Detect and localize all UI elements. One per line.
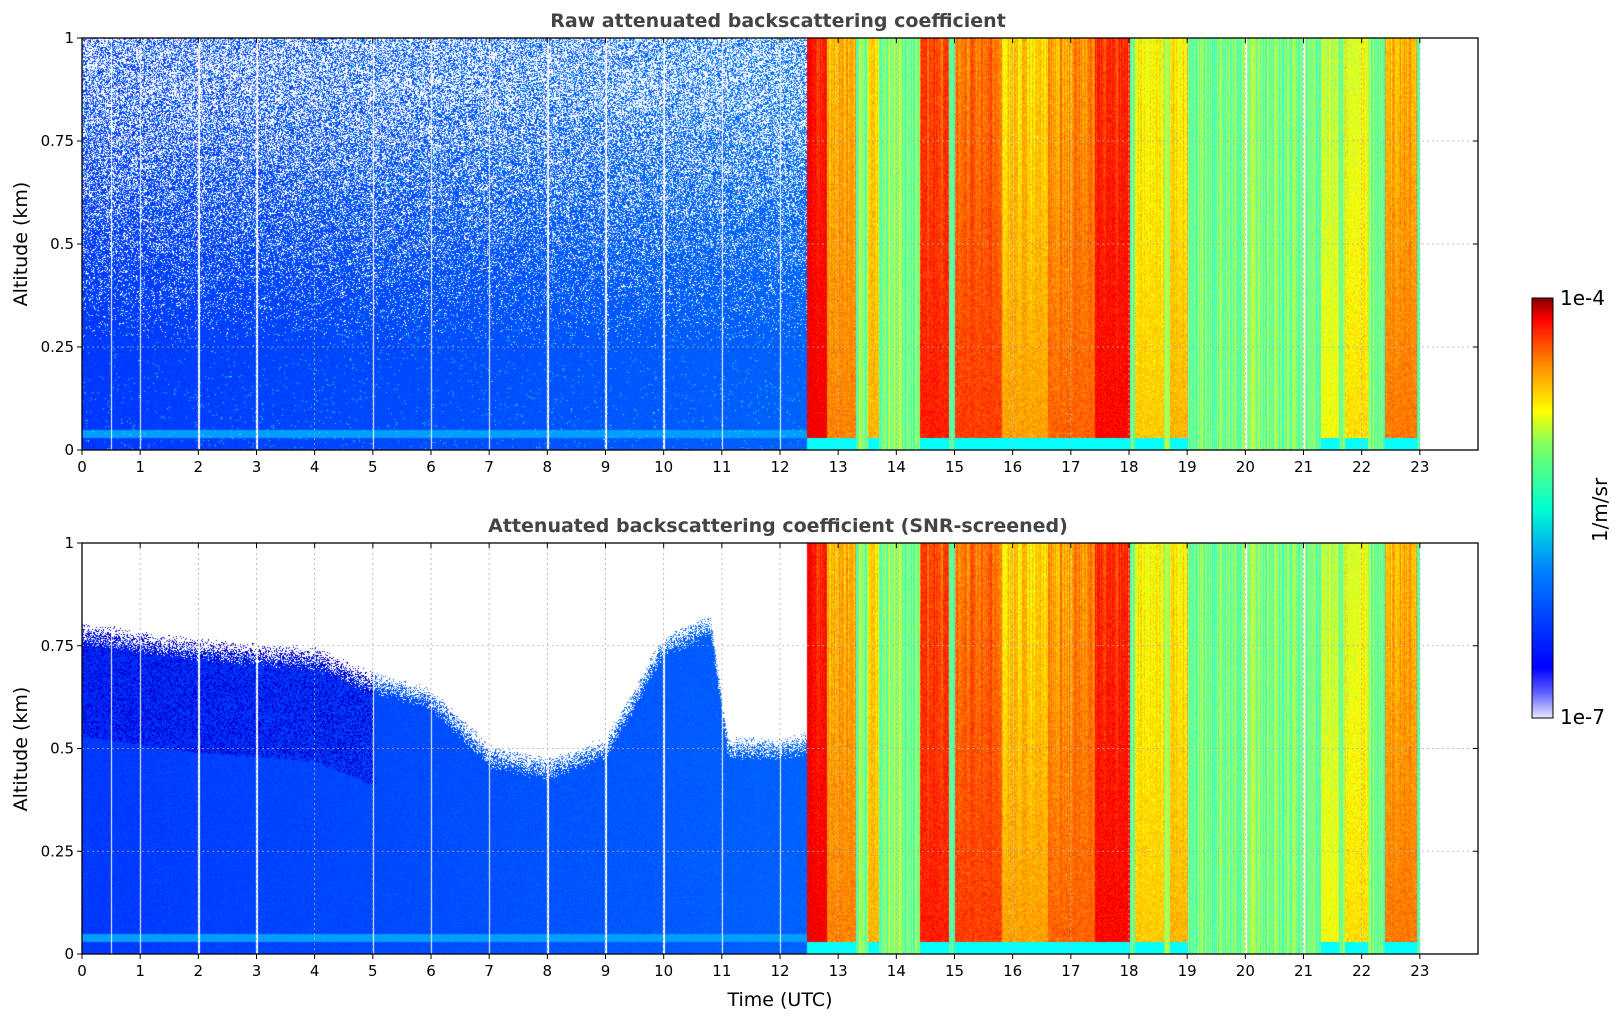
x-tick-label: 14 — [887, 458, 906, 476]
x-tick-label: 13 — [829, 458, 848, 476]
y-tick-label: 0.5 — [50, 235, 74, 253]
colorbar-unit-label: 1/m/sr — [1588, 477, 1612, 542]
panel1-y-ticks: 0 0.25 0.5 0.75 1 — [41, 29, 1478, 459]
x-tick-label: 17 — [1061, 458, 1080, 476]
panel1-x-ticks: 0 1 2 3 4 5 6 7 8 9 10 11 12 13 14 15 16 17 18 19 20 21 22 23 — [77, 38, 1429, 476]
x-tick-label: 15 — [945, 962, 964, 980]
x-tick-label: 17 — [1061, 962, 1080, 980]
x-tick-label: 16 — [1003, 458, 1022, 476]
x-tick-label: 0 — [77, 962, 87, 980]
y-tick-label: 0.75 — [41, 637, 74, 655]
y-tick-label: 0.25 — [41, 842, 74, 860]
x-tick-label: 9 — [601, 962, 611, 980]
panel2-grid — [82, 543, 1478, 954]
x-tick-label: 5 — [368, 962, 378, 980]
panel-screened: Attenuated backscattering coefficient (S… — [10, 515, 1479, 1011]
panel2-y-ticks: 0 0.25 0.5 0.75 1 — [41, 534, 1478, 963]
y-tick-label: 0 — [64, 945, 74, 963]
x-tick-label: 22 — [1352, 962, 1371, 980]
panel1-ylabel: Altitude (km) — [10, 182, 32, 307]
x-tick-label: 9 — [601, 458, 611, 476]
x-tick-label: 22 — [1352, 458, 1371, 476]
x-tick-label: 13 — [829, 962, 848, 980]
panel2-title: Attenuated backscattering coefficient (S… — [488, 515, 1068, 537]
y-tick-label: 1 — [64, 534, 74, 552]
x-tick-label: 4 — [310, 458, 320, 476]
x-tick-label: 2 — [194, 458, 204, 476]
x-tick-label: 20 — [1236, 458, 1255, 476]
x-tick-label: 15 — [945, 458, 964, 476]
colorbar-gradient — [1531, 297, 1554, 719]
y-tick-label: 0.75 — [41, 132, 74, 150]
x-tick-label: 6 — [426, 962, 436, 980]
colorbar-max-label: 1e-4 — [1560, 286, 1605, 310]
x-tick-label: 1 — [135, 962, 145, 980]
x-tick-label: 8 — [543, 458, 553, 476]
x-tick-label: 23 — [1410, 458, 1429, 476]
x-tick-label: 6 — [426, 458, 436, 476]
x-tick-label: 5 — [368, 458, 378, 476]
x-tick-label: 16 — [1003, 962, 1022, 980]
x-tick-label: 14 — [887, 962, 906, 980]
x-tick-label: 23 — [1410, 962, 1429, 980]
x-tick-label: 4 — [310, 962, 320, 980]
x-tick-label: 18 — [1119, 458, 1138, 476]
y-tick-label: 0.5 — [50, 740, 74, 758]
panel1-grid — [82, 38, 1478, 450]
panel2-xlabel: Time (UTC) — [726, 989, 832, 1011]
x-tick-label: 8 — [543, 962, 553, 980]
x-tick-label: 0 — [77, 458, 87, 476]
colorbar-min-label: 1e-7 — [1560, 705, 1605, 729]
x-tick-label: 11 — [712, 458, 731, 476]
x-tick-label: 19 — [1178, 458, 1197, 476]
x-tick-label: 3 — [252, 962, 262, 980]
x-tick-label: 3 — [252, 458, 262, 476]
x-tick-label: 12 — [770, 962, 789, 980]
panel1-title: Raw attenuated backscattering coefficien… — [550, 10, 1006, 32]
x-tick-label: 11 — [712, 962, 731, 980]
x-tick-label: 7 — [484, 458, 494, 476]
x-tick-label: 19 — [1178, 962, 1197, 980]
x-tick-label: 21 — [1294, 458, 1313, 476]
y-tick-label: 1 — [64, 29, 74, 47]
x-tick-label: 18 — [1119, 962, 1138, 980]
y-tick-label: 0.25 — [41, 338, 74, 356]
x-tick-label: 20 — [1236, 962, 1255, 980]
x-tick-label: 12 — [770, 458, 789, 476]
x-tick-label: 1 — [135, 458, 145, 476]
colorbar: 1e-4 1e-7 1/m/sr — [1531, 286, 1612, 729]
y-tick-label: 0 — [64, 441, 74, 459]
panel2-x-ticks: 0 1 2 3 4 5 6 7 8 9 10 11 12 13 14 15 16 17 18 19 20 21 22 23 — [77, 543, 1429, 980]
x-tick-label: 21 — [1294, 962, 1313, 980]
x-tick-label: 10 — [654, 458, 673, 476]
panel2-ylabel: Altitude (km) — [10, 687, 32, 812]
x-tick-label: 2 — [194, 962, 204, 980]
x-tick-label: 10 — [654, 962, 673, 980]
panel-raw: Raw attenuated backscattering coefficien… — [10, 10, 1479, 476]
x-tick-label: 7 — [484, 962, 494, 980]
